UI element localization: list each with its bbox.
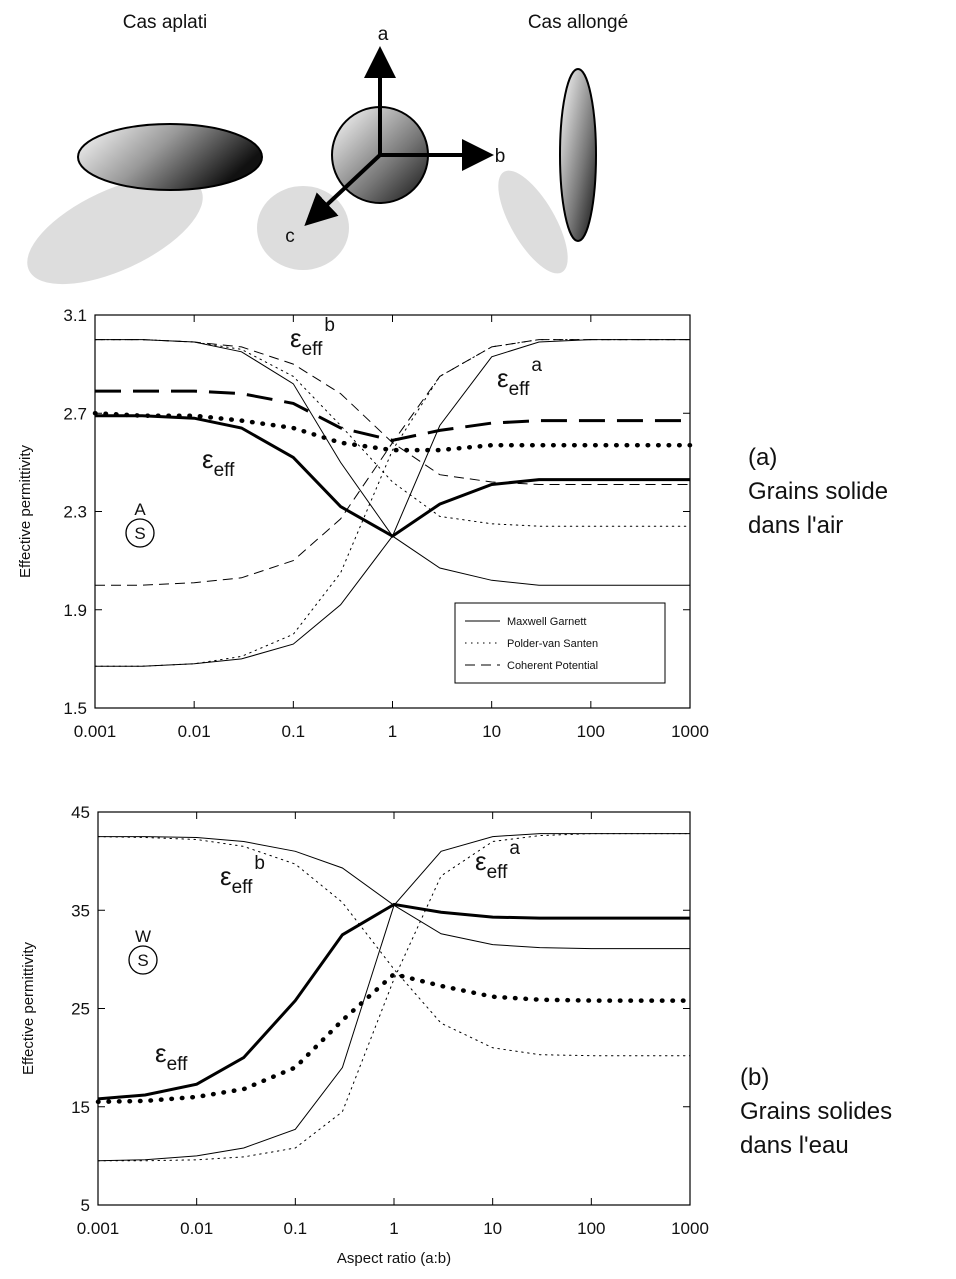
axis-label: a xyxy=(378,24,389,45)
axis-label: c xyxy=(285,226,295,247)
shadow xyxy=(498,170,568,274)
y-tick-label: 2.3 xyxy=(63,503,87,522)
legend-label: Maxwell Garnett xyxy=(507,616,586,628)
symbol: ε xyxy=(497,363,509,393)
legend-label: Polder-van Santen xyxy=(507,638,598,650)
medium-circle xyxy=(125,518,155,548)
x-tick-label: 1000 xyxy=(671,1219,709,1238)
plot-frame xyxy=(97,811,691,1206)
superscript: a xyxy=(509,838,520,859)
subscript: eff xyxy=(167,1054,189,1075)
y-tick-label: 1.9 xyxy=(63,601,87,620)
oblate-ellipsoid xyxy=(77,123,263,191)
curve xyxy=(95,339,690,586)
y-tick-label: 35 xyxy=(71,901,90,920)
symbol: ε xyxy=(202,444,214,474)
curve xyxy=(98,836,690,950)
x-tick-label: 0.01 xyxy=(180,1219,213,1238)
curve xyxy=(95,339,690,586)
x-tick-label: 0.1 xyxy=(284,1219,308,1238)
diagram: Cas aplati Cas allongé a b c xyxy=(27,12,628,285)
y-tick-label: 1.5 xyxy=(63,699,87,718)
superscript: b xyxy=(254,853,265,874)
prolate-ellipsoid xyxy=(559,68,597,242)
y-tick-label: 25 xyxy=(71,1000,90,1019)
subscript: eff xyxy=(509,379,531,400)
medium-label: A xyxy=(134,500,146,519)
x-tick-label: 1000 xyxy=(671,722,709,741)
subscript: eff xyxy=(487,862,509,883)
x-tick-label: 0.001 xyxy=(77,1219,120,1238)
annotation: εeffa xyxy=(475,838,520,883)
curve xyxy=(95,414,690,538)
symbol: ε xyxy=(155,1038,167,1068)
curve xyxy=(95,971,693,1105)
symbol: ε xyxy=(475,846,487,876)
legend-label: Coherent Potential xyxy=(507,660,598,672)
superscript: b xyxy=(324,315,335,336)
symbol: ε xyxy=(220,861,232,891)
axis-label: b xyxy=(495,146,506,167)
subscript: eff xyxy=(232,877,254,898)
caption: (b) xyxy=(740,1064,769,1091)
medium-label: S xyxy=(137,951,148,970)
x-tick-label: 100 xyxy=(577,722,605,741)
curve xyxy=(97,833,691,1162)
y-tick-label: 5 xyxy=(81,1196,90,1215)
curve xyxy=(94,339,691,527)
x-tick-label: 1 xyxy=(388,722,397,741)
annotation: εeffa xyxy=(497,355,542,400)
x-axis-label: Aspect ratio (a:b) xyxy=(337,1250,451,1267)
y-axis-label: Effective permittivity xyxy=(20,941,37,1075)
medium-label: S xyxy=(134,524,145,543)
annotation: εeff xyxy=(155,1038,188,1075)
x-tick-label: 1 xyxy=(389,1219,398,1238)
x-tick-label: 0.001 xyxy=(74,722,117,741)
x-tick-label: 10 xyxy=(483,1219,502,1238)
caption: Grains solides xyxy=(740,1098,892,1125)
caption: Grains solide xyxy=(748,478,888,505)
subscript: eff xyxy=(214,460,236,481)
medium-circle xyxy=(128,945,158,975)
curve xyxy=(97,836,691,1057)
x-tick-label: 0.01 xyxy=(178,722,211,741)
subscript: eff xyxy=(302,339,324,360)
axis-arrow xyxy=(304,153,382,226)
y-axis-label: Effective permittivity xyxy=(17,444,34,578)
curve xyxy=(97,902,690,1101)
caption: dans l'eau xyxy=(740,1132,849,1159)
y-tick-label: 2.7 xyxy=(63,404,87,423)
y-tick-label: 15 xyxy=(71,1098,90,1117)
annotation: εeff xyxy=(202,444,235,481)
y-tick-label: 3.1 xyxy=(63,306,87,325)
x-tick-label: 10 xyxy=(482,722,501,741)
curve xyxy=(97,833,690,1162)
curve xyxy=(95,389,690,442)
caption: (a) xyxy=(748,444,777,471)
y-tick-label: 45 xyxy=(71,803,90,822)
medium-label: W xyxy=(135,927,151,946)
annotation: εeffb xyxy=(290,315,335,360)
x-tick-label: 0.1 xyxy=(282,722,306,741)
curve xyxy=(95,339,690,485)
label: Cas aplati xyxy=(123,12,208,33)
annotation: εeffb xyxy=(220,853,265,898)
symbol: ε xyxy=(290,323,302,353)
caption: dans l'air xyxy=(748,512,843,539)
superscript: a xyxy=(531,355,542,376)
x-tick-label: 100 xyxy=(577,1219,605,1238)
shadow xyxy=(27,175,203,285)
label: Cas allongé xyxy=(528,12,628,33)
